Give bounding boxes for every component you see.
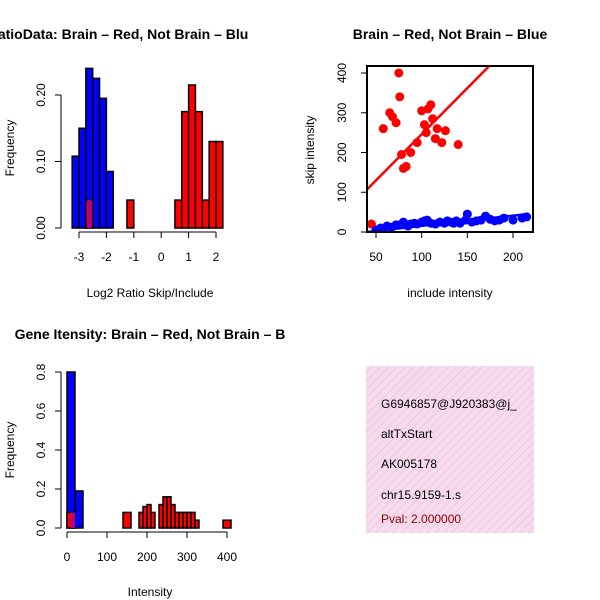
info-locus: chr15.9159-1.s: [381, 488, 461, 502]
intensity-bar-brain-1: [122, 511, 132, 529]
scatter-point-brain-21: [440, 126, 450, 136]
ratio-bar-not-brain-1: [78, 127, 87, 229]
scatter-point-brain-5: [394, 68, 404, 78]
ratio-bar-not-brain-4: [98, 97, 108, 229]
scatter-x-tick-label: 50: [369, 250, 383, 264]
scatter-point-brain-11: [412, 138, 422, 148]
ratio-x-tick-label: 2: [213, 250, 220, 264]
scatter-point-brain-13: [419, 120, 429, 130]
info-accession: AK005178: [381, 457, 437, 471]
scatter-y-tick-label: 400: [335, 63, 349, 83]
scatter-plot-box: [366, 65, 534, 233]
gene-intensity-ylabel: Frequency: [3, 422, 17, 479]
ratio-x-tick-label: -2: [101, 250, 112, 264]
intensity-bar-overlap-0: [71, 512, 75, 528]
gene-intensity-histogram-panel: Gene Itensity: Brain – Red, Not Brain – …: [3, 326, 285, 599]
scatter-point-not-brain-33: [499, 213, 509, 223]
scatter-point-brain-16: [426, 100, 436, 110]
scatter-point-brain-19: [432, 124, 442, 134]
info-panel-background: [366, 366, 534, 533]
intensity-bar-brain-5: [150, 511, 156, 529]
scatter-point-brain-20: [437, 138, 447, 148]
scatter-y-tick-label: 200: [335, 142, 349, 162]
intensity-x-tick-label: 400: [217, 550, 237, 564]
ratio-bar-brain-2: [174, 199, 183, 229]
intensity-x-tick-label: 100: [97, 550, 117, 564]
ratio-y-tick-label: 0.20: [34, 83, 48, 107]
scatter-y-tick-label: 300: [335, 102, 349, 122]
intensity-y-tick-label: 0.6: [34, 402, 48, 419]
intensity-x-tick-label: 300: [177, 550, 197, 564]
ratio-bar-not-brain-5: [105, 170, 115, 229]
ratio-histogram-ylabel: Frequency: [3, 120, 17, 177]
ratio-histogram-xlabel: Log2 Ratio Skip/Include: [87, 286, 214, 300]
ratio-x-tick-label: -3: [74, 250, 85, 264]
scatter-title: Brain – Red, Not Brain – Blue: [353, 26, 548, 42]
intensity-bar-brain-16: [222, 519, 232, 529]
scatter-point-brain-10: [406, 148, 416, 157]
scatter-x-tick-label: 200: [503, 250, 523, 264]
gene-intensity-xlabel: Intensity: [128, 585, 173, 599]
scatter-ylabel: skip intensity: [303, 116, 317, 185]
ratio-histogram-panel: RatioData: Brain – Red, Not Brain – Blu …: [0, 26, 248, 300]
scatter-point-brain-17: [428, 114, 438, 124]
gene-intensity-title: Gene Itensity: Brain – Red, Not Brain – …: [15, 326, 286, 342]
info-panel: G6946857@J920383@j_ altTxStart AK005178 …: [366, 366, 534, 533]
scatter-point-brain-9: [401, 161, 411, 171]
intensity-bar-brain-15: [194, 519, 200, 529]
info-event-type: altTxStart: [381, 427, 433, 441]
scatter-x-tick-label: 150: [457, 250, 477, 264]
ratio-bar-overlap-0: [87, 200, 91, 228]
scatter-point-not-brain-34: [508, 215, 518, 225]
ratio-bar-not-brain-3: [91, 77, 101, 229]
intensity-bar-not-brain-0: [66, 371, 76, 529]
info-pval: Pval: 2.000000: [381, 512, 461, 526]
ratio-histogram-title: RatioData: Brain – Red, Not Brain – Blu: [0, 26, 248, 42]
ratio-bar-brain-5: [194, 110, 204, 229]
intensity-y-tick-label: 0.0: [34, 519, 48, 536]
ratio-bar-brain-6: [201, 199, 210, 229]
intensity-y-tick-label: 0.4: [34, 441, 48, 458]
scatter-point-not-brain-36: [522, 212, 532, 222]
ratio-bar-brain-7: [208, 140, 217, 229]
scatter-point-brain-4: [391, 118, 401, 128]
scatter-point-brain-22: [453, 140, 463, 150]
ratio-bar-brain-1: [126, 199, 135, 229]
intensity-y-tick-label: 0.2: [34, 480, 48, 497]
ratio-y-tick-label: 0.00: [34, 216, 48, 240]
scatter-y-tick-label: 100: [335, 182, 349, 202]
intensity-x-tick-label: 0: [64, 550, 71, 564]
ratio-bar-brain-8: [215, 140, 224, 229]
ratio-bar-brain-4: [187, 84, 197, 229]
scatter-point-not-brain-25: [462, 209, 472, 219]
ratio-y-tick-label: 0.10: [34, 149, 48, 173]
ratio-bar-not-brain-0: [71, 155, 80, 229]
scatter-point-brain-1: [378, 124, 388, 134]
scatter-point-brain-7: [397, 149, 407, 159]
scatter-xlabel: include intensity: [407, 286, 492, 300]
info-gene-id: G6946857@J920383@j_: [381, 397, 517, 411]
ratio-x-tick-label: -1: [128, 250, 139, 264]
scatter-x-tick-label: 100: [412, 250, 432, 264]
ratio-bar-brain-3: [181, 110, 190, 229]
intensity-x-tick-label: 200: [137, 550, 157, 564]
ratio-x-tick-label: 0: [158, 250, 165, 264]
ratio-x-tick-label: 1: [185, 250, 192, 264]
intensity-scatter-panel: Brain – Red, Not Brain – Blue 50 100 150 20…: [303, 26, 547, 300]
intensity-y-tick-label: 0.8: [34, 363, 48, 380]
scatter-point-brain-14: [421, 128, 431, 138]
scatter-y-tick-label: 0: [335, 228, 349, 235]
intensity-bar-not-brain-1: [74, 490, 84, 529]
scatter-point-brain-6: [395, 92, 405, 102]
